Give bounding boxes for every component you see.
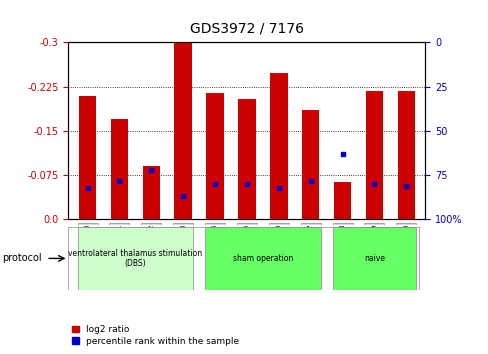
Bar <box>333 182 350 219</box>
Bar <box>301 110 319 219</box>
Bar <box>173 223 193 225</box>
Bar <box>397 91 414 219</box>
Text: sham operation: sham operation <box>232 254 292 263</box>
Bar <box>365 91 383 219</box>
Text: ventrolateral thalamus stimulation
(DBS): ventrolateral thalamus stimulation (DBS) <box>68 249 202 268</box>
Bar <box>204 227 320 290</box>
Bar <box>141 223 161 225</box>
Text: GSM634970: GSM634970 <box>403 223 408 266</box>
Bar <box>109 223 129 225</box>
Bar <box>236 223 257 225</box>
Text: protocol: protocol <box>2 253 42 263</box>
Text: GSM634964: GSM634964 <box>212 223 218 266</box>
Legend: log2 ratio, percentile rank within the sample: log2 ratio, percentile rank within the s… <box>68 321 243 349</box>
Text: GSM634967: GSM634967 <box>307 223 313 266</box>
Bar <box>142 166 160 219</box>
Text: GSM634968: GSM634968 <box>339 223 345 266</box>
Text: GSM634969: GSM634969 <box>371 223 377 266</box>
Bar <box>79 96 96 219</box>
Bar <box>78 223 98 225</box>
Bar <box>268 223 288 225</box>
Bar <box>332 223 352 225</box>
Text: GSM634960: GSM634960 <box>84 223 90 266</box>
Text: GSM634961: GSM634961 <box>116 223 122 266</box>
Bar <box>300 223 320 225</box>
Bar <box>269 73 287 219</box>
Text: GDS3972 / 7176: GDS3972 / 7176 <box>189 21 304 35</box>
Text: naive: naive <box>363 254 384 263</box>
Bar <box>395 223 415 225</box>
Text: GSM634963: GSM634963 <box>180 223 186 266</box>
Bar <box>78 227 193 290</box>
Bar <box>206 93 224 219</box>
Text: GSM634966: GSM634966 <box>275 223 281 266</box>
Bar <box>204 223 224 225</box>
Text: GSM634965: GSM634965 <box>244 223 249 266</box>
Bar <box>174 42 192 219</box>
Bar <box>364 223 384 225</box>
Bar <box>238 98 255 219</box>
Bar <box>332 227 415 290</box>
Text: GSM634962: GSM634962 <box>148 223 154 266</box>
Bar <box>110 119 128 219</box>
